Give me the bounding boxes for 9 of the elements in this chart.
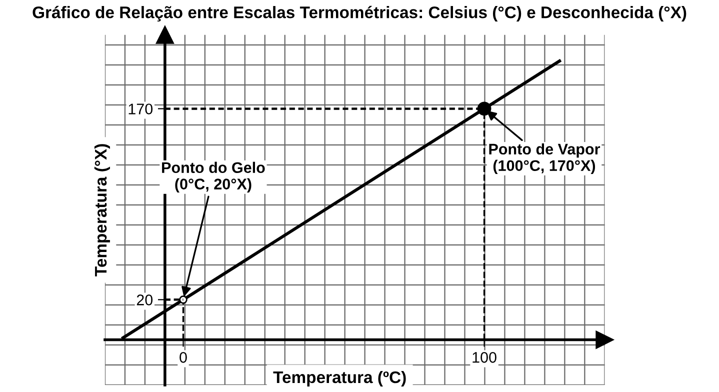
y-tick-label: 20 [136,294,153,306]
y-axis-title: Temperatura (°X) [94,144,110,276]
x-tick-label: 0 [180,352,187,363]
y-tick-label: 170 [128,104,153,114]
annotation: Ponto do Gelo (0°C, 20°X) [162,162,265,192]
x-axis-title: Temperatura (ºC) [273,370,406,386]
annotation: Ponto de Vapor (100°C, 170°X) [489,143,600,174]
chart-title: Gráfico de Relação entre Escalas Termométricas: Celsius (°C) e Desconhecida (°X) [32,6,686,22]
x-tick-label: 100 [472,352,496,363]
